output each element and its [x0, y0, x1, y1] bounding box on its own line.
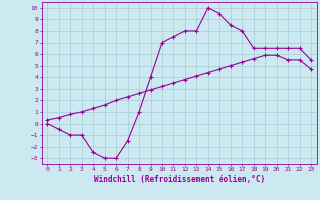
X-axis label: Windchill (Refroidissement éolien,°C): Windchill (Refroidissement éolien,°C)	[94, 175, 265, 184]
